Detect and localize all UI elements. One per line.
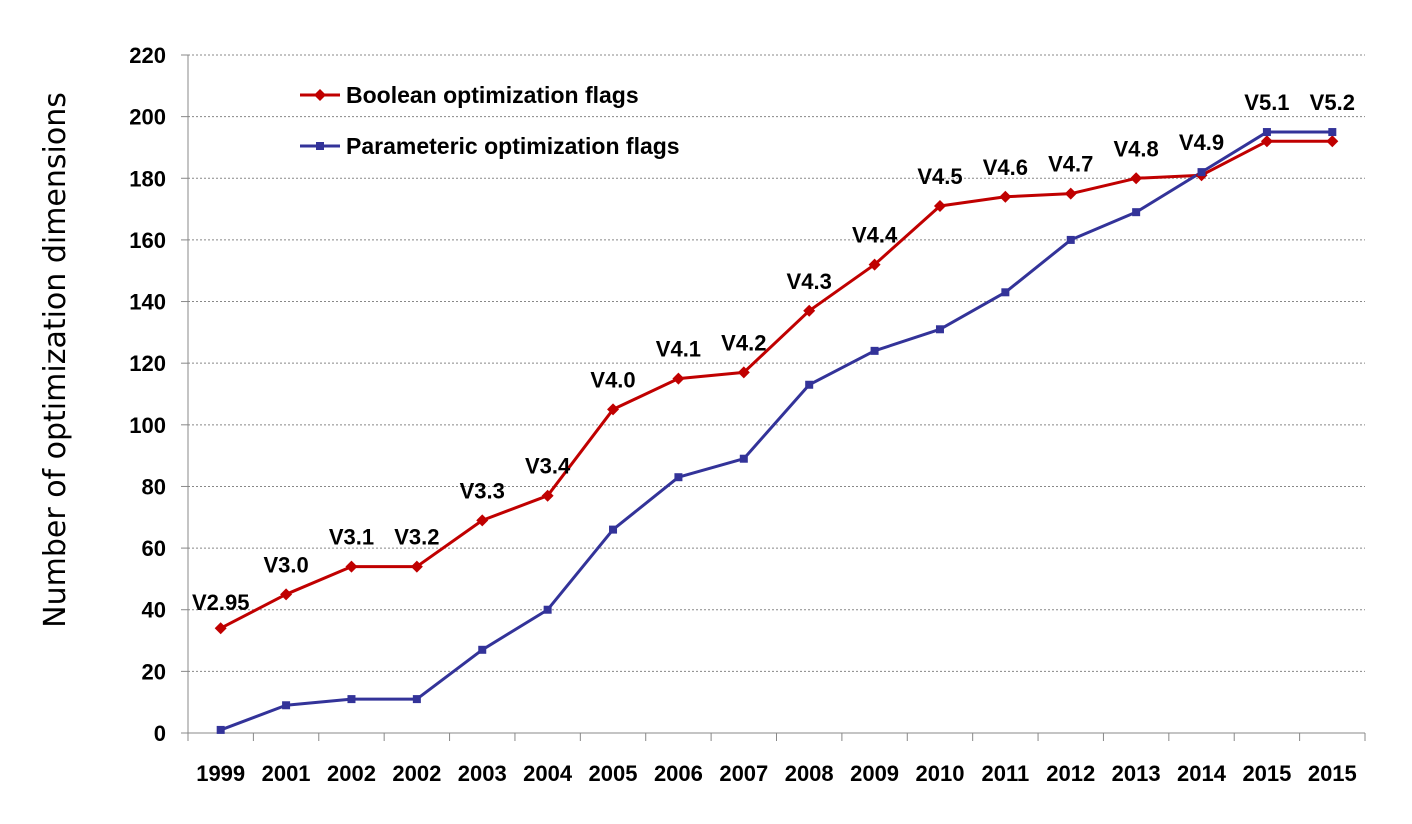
y-tick-label: 160 <box>129 228 166 253</box>
data-point-parameteric <box>674 473 683 482</box>
data-point-boolean <box>1326 135 1339 148</box>
version-label: V4.2 <box>721 330 766 355</box>
y-tick-label: 140 <box>129 290 166 315</box>
legend: Boolean optimization flags Parameteric o… <box>300 82 680 159</box>
data-point-parameteric <box>935 325 944 334</box>
series-line-1 <box>220 130 1333 732</box>
y-tick-label: 180 <box>129 166 166 191</box>
data-point-boolean <box>1260 135 1273 148</box>
y-tick-label: 220 <box>129 43 166 68</box>
data-point-parameteric <box>609 525 618 534</box>
data-point-boolean <box>999 190 1012 203</box>
data-point-parameteric <box>805 380 814 389</box>
version-label: V4.4 <box>852 223 898 248</box>
x-tick-label: 2008 <box>785 761 834 786</box>
x-tick-label: 2009 <box>850 761 899 786</box>
data-point-boolean <box>476 514 489 527</box>
version-label: V4.8 <box>1114 136 1159 161</box>
version-label: V4.3 <box>787 269 832 294</box>
version-label: V4.1 <box>656 337 701 362</box>
data-point-parameteric <box>543 605 552 614</box>
y-tick-label: 40 <box>142 598 166 623</box>
version-label: V3.3 <box>460 478 505 503</box>
axes <box>181 54 1366 741</box>
x-tick-label: 2002 <box>327 761 376 786</box>
version-label: V4.5 <box>917 164 962 189</box>
legend-marker-parameteric <box>316 142 324 150</box>
y-tick-label: 120 <box>129 351 166 376</box>
gridlines <box>188 54 1365 672</box>
version-label: V4.6 <box>983 155 1028 180</box>
series-points <box>214 128 1339 734</box>
x-tick-label: 2015 <box>1242 761 1291 786</box>
series-line-0 <box>220 139 1333 630</box>
version-label: V4.0 <box>590 367 635 392</box>
y-tick-label: 60 <box>142 536 166 561</box>
version-label: V3.2 <box>394 525 439 550</box>
x-tick-label: 2014 <box>1177 761 1227 786</box>
data-point-boolean <box>933 200 946 213</box>
version-label: V4.9 <box>1179 130 1224 155</box>
x-tick-labels: 1999 2001 2002 2002 2003 2004 2005 2006 2007 2008… <box>196 761 1357 786</box>
version-label: V3.1 <box>329 525 374 550</box>
x-tick-label: 2012 <box>1046 761 1095 786</box>
data-point-parameteric <box>1328 128 1337 137</box>
y-tick-label: 100 <box>129 413 166 438</box>
data-point-boolean <box>280 588 293 601</box>
legend-label-boolean: Boolean optimization flags <box>346 82 639 108</box>
data-point-parameteric <box>1066 235 1075 244</box>
x-tick-label: 2013 <box>1112 761 1161 786</box>
y-tick-labels: 0 20 40 60 80 100 120 140 160 180 200 220 <box>129 43 166 746</box>
data-point-parameteric <box>1001 288 1010 297</box>
data-point-boolean <box>214 622 227 635</box>
data-point-boolean <box>1130 172 1143 185</box>
x-tick-label: 2011 <box>981 761 1029 786</box>
x-tick-label: 2002 <box>392 761 441 786</box>
data-point-boolean <box>803 304 816 317</box>
data-point-boolean <box>541 489 554 502</box>
version-label: V5.2 <box>1310 90 1355 115</box>
version-label: V3.4 <box>525 454 571 479</box>
x-tick-label: 2001 <box>262 761 311 786</box>
data-point-boolean <box>868 258 881 271</box>
x-tick-label: 2003 <box>458 761 507 786</box>
x-tick-label: 2005 <box>589 761 638 786</box>
x-tick-label: 2007 <box>719 761 768 786</box>
y-axis-label: Number of optimization dimensions <box>38 92 73 628</box>
legend-marker-boolean <box>314 89 326 101</box>
x-tick-label: 2004 <box>523 761 573 786</box>
y-tick-label: 200 <box>129 105 166 130</box>
data-point-parameteric <box>347 695 356 704</box>
data-point-boolean <box>345 560 358 573</box>
data-point-boolean <box>672 372 685 385</box>
data-point-boolean <box>737 366 750 379</box>
version-label: V2.95 <box>192 590 250 615</box>
version-label: V3.0 <box>263 552 308 577</box>
data-point-parameteric <box>412 695 421 704</box>
data-point-parameteric <box>282 701 291 710</box>
x-tick-label: 2015 <box>1308 761 1357 786</box>
data-point-parameteric <box>1262 128 1271 137</box>
data-point-parameteric <box>216 725 225 734</box>
x-tick-label: 1999 <box>196 761 245 786</box>
data-point-boolean <box>410 560 423 573</box>
data-point-parameteric <box>870 346 879 355</box>
series-lines <box>220 130 1333 732</box>
y-tick-label: 20 <box>142 659 166 684</box>
version-labels: V2.95 V3.0 V3.1 V3.2 V3.3 V3.4 V4.0 V4.1 V4.2 V4.… <box>192 90 1355 615</box>
data-point-parameteric <box>1132 208 1141 217</box>
data-point-boolean <box>1064 187 1077 200</box>
legend-label-parameteric: Parameteric optimization flags <box>346 133 680 159</box>
x-tick-label: 2006 <box>654 761 703 786</box>
data-point-parameteric <box>1197 168 1206 177</box>
x-tick-label: 2010 <box>915 761 964 786</box>
data-point-parameteric <box>478 645 487 654</box>
data-point-boolean <box>607 403 620 416</box>
version-label: V4.7 <box>1048 152 1093 177</box>
y-tick-label: 0 <box>154 721 166 746</box>
data-point-parameteric <box>739 454 748 463</box>
y-tick-label: 80 <box>142 474 166 499</box>
version-label: V5.1 <box>1244 90 1289 115</box>
